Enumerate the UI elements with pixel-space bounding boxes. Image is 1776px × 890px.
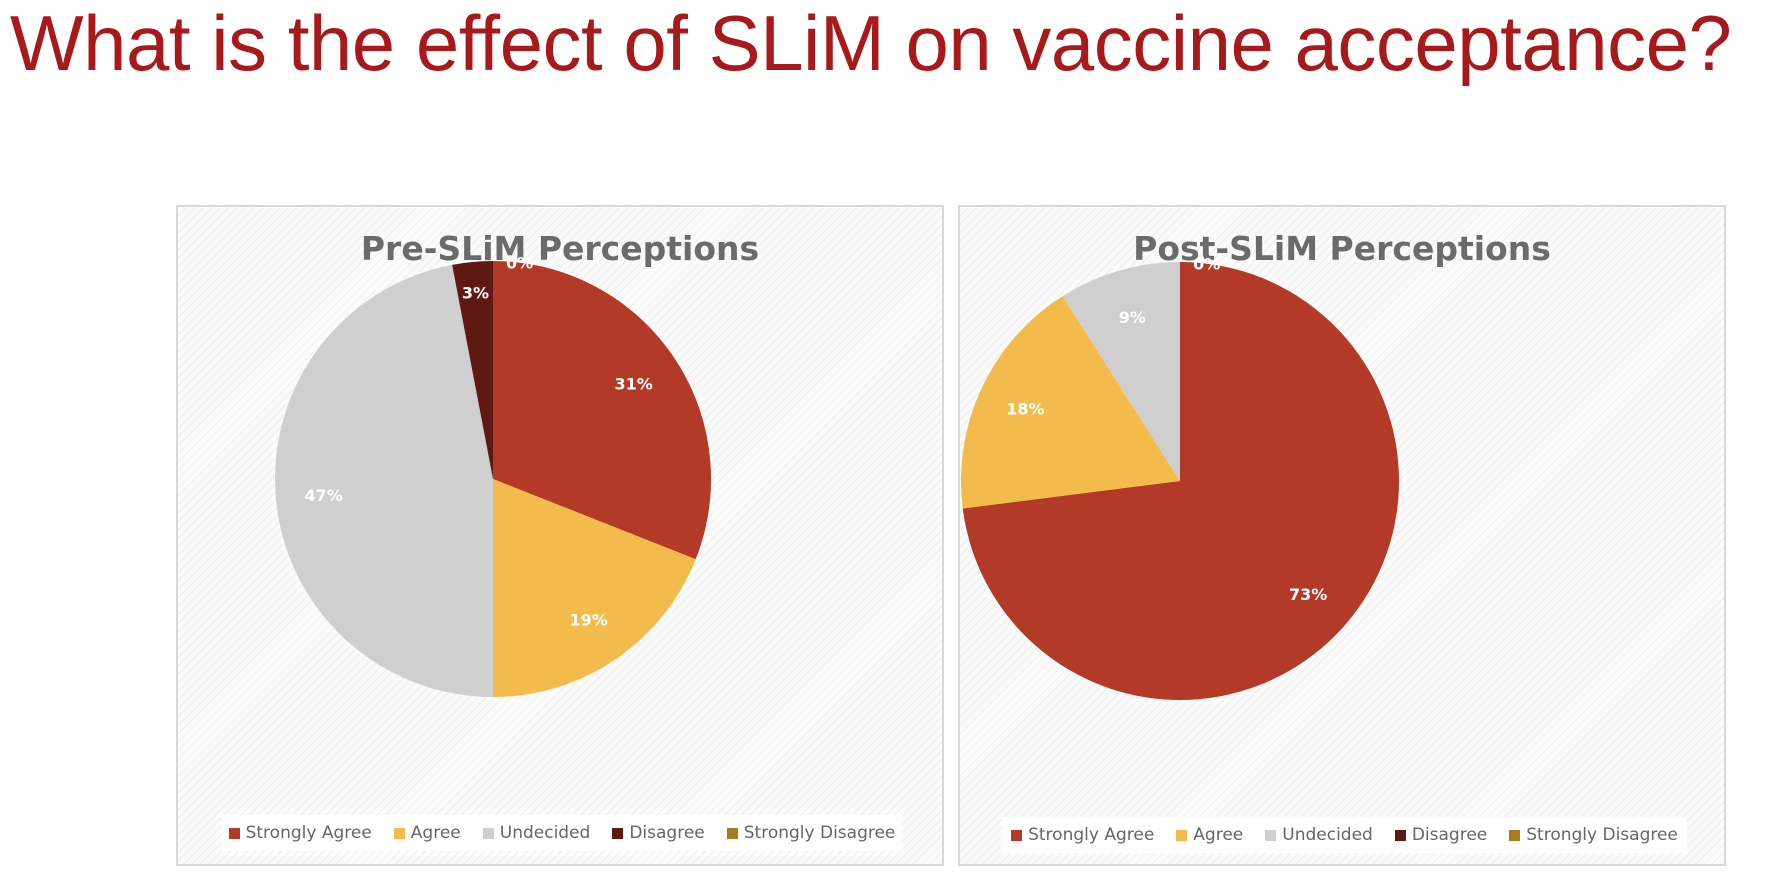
legend-label: Strongly Disagree [743, 823, 896, 843]
post-slim-pie-chart: 73% 18% 9% 0% [961, 255, 1400, 700]
data-label-disagree: 3% [462, 283, 489, 302]
legend-label: Agree [410, 823, 461, 843]
data-label-strongly-disagree: 0% [1193, 255, 1220, 274]
legend-label: Strongly Agree [245, 823, 372, 843]
legend-label: Undecided [1282, 825, 1373, 845]
data-label-agree: 18% [1006, 399, 1044, 418]
legend-label: Disagree [1411, 825, 1488, 845]
legend-label: Agree [1193, 825, 1244, 845]
pre-slim-pie-chart: 31% 19% 47% 3% 0% [274, 254, 711, 697]
data-label-undecided: 9% [1119, 308, 1146, 327]
legend-swatch [1265, 829, 1277, 841]
post-slim-chart-panel: Post-SLiM Perceptions 73% 18% 9% 0% Strongl… [958, 205, 1726, 866]
legend-label: Strongly Disagree [1526, 825, 1678, 845]
legend-label: Strongly Agree [1028, 825, 1155, 845]
pie-slice-strongly-agree [962, 262, 1400, 700]
legend-item-agree: Agree [393, 823, 461, 843]
pie-slice-strongly-agree [493, 261, 711, 560]
pie-slice-undecided [1062, 262, 1180, 481]
legend-swatch [612, 827, 624, 839]
pie-slice-disagree [452, 261, 493, 479]
pie-slice-agree [961, 296, 1180, 509]
legend-swatch [726, 827, 738, 839]
legend-swatch [1509, 829, 1521, 841]
legend-swatch [1176, 829, 1188, 841]
legend-swatch [1394, 829, 1406, 841]
legend-item-disagree: Disagree [612, 823, 705, 843]
legend-item-strongly-disagree: Strongly Disagree [1509, 825, 1678, 845]
chart-legend: Strongly Agree Agree Undecided Disagree … [1002, 817, 1687, 853]
pie-slice-undecided [274, 264, 493, 697]
data-label-strongly-agree: 73% [1289, 585, 1327, 604]
legend-item-strongly-agree: Strongly Agree [228, 823, 372, 843]
legend-item-agree: Agree [1176, 825, 1243, 845]
legend-item-disagree: Disagree [1394, 825, 1488, 845]
pie-slice-agree [493, 479, 696, 697]
legend-label: Undecided [499, 823, 591, 843]
legend-label: Disagree [629, 823, 705, 843]
legend-item-strongly-agree: Strongly Agree [1011, 825, 1154, 845]
chart-title: Post-SLiM Perceptions [1133, 229, 1551, 268]
data-label-undecided: 47% [305, 486, 343, 505]
chart-legend: Strongly Agree Agree Undecided Disagree … [222, 815, 902, 851]
data-label-strongly-agree: 31% [614, 374, 652, 393]
legend-item-undecided: Undecided [1265, 825, 1373, 845]
pre-slim-chart-panel: Pre-SLiM Perceptions 31% 19% 47% 3% 0% Stron… [176, 205, 944, 866]
legend-swatch [482, 827, 494, 839]
legend-swatch [1011, 829, 1023, 841]
data-label-agree: 19% [569, 611, 607, 630]
legend-swatch [393, 827, 405, 839]
slide-title: What is the effect of SLiM on vaccine ac… [10, 0, 1732, 87]
legend-item-strongly-disagree: Strongly Disagree [726, 823, 896, 843]
data-label-strongly-disagree: 0% [506, 254, 533, 273]
legend-swatch [228, 827, 240, 839]
chart-title: Pre-SLiM Perceptions [360, 229, 760, 268]
legend-item-undecided: Undecided [482, 823, 591, 843]
